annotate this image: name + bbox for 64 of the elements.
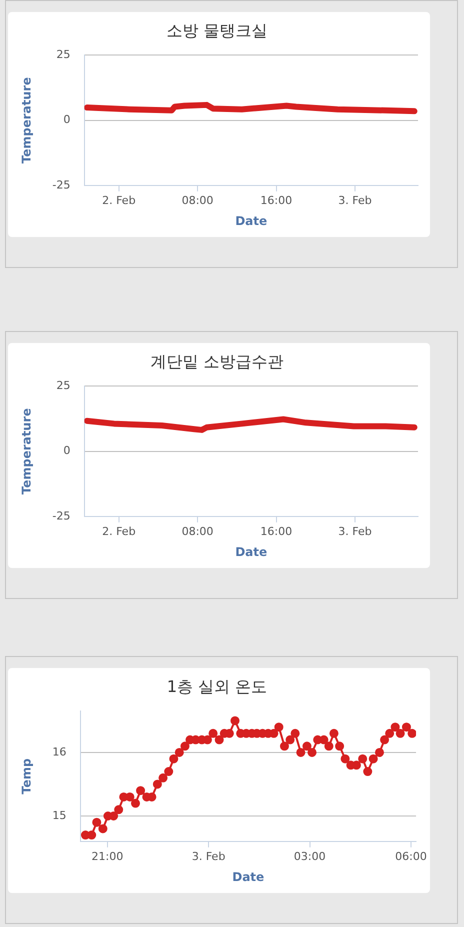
point bbox=[396, 728, 405, 738]
point bbox=[408, 728, 416, 738]
y-axis-title: Temp bbox=[19, 758, 34, 794]
y-tick-label: 25 bbox=[56, 48, 70, 62]
point bbox=[130, 798, 140, 808]
point bbox=[358, 754, 368, 764]
x-tick-label: 16:00 bbox=[260, 524, 292, 538]
x-tick-label: 08:00 bbox=[182, 524, 214, 538]
point bbox=[158, 773, 168, 782]
y-tick-label: 16 bbox=[52, 745, 66, 758]
point bbox=[286, 735, 295, 744]
point bbox=[274, 722, 284, 732]
point bbox=[340, 754, 350, 764]
x-tick-label: 3. Feb bbox=[338, 524, 372, 538]
x-tick-label: 08:00 bbox=[182, 194, 214, 207]
point bbox=[169, 754, 178, 764]
point bbox=[280, 742, 289, 751]
y-tick-label: -25 bbox=[52, 178, 70, 192]
point bbox=[208, 728, 218, 738]
point bbox=[92, 818, 102, 827]
point bbox=[230, 716, 240, 726]
point bbox=[114, 805, 124, 814]
point bbox=[363, 767, 372, 776]
x-tick-label: 06:00 bbox=[395, 850, 427, 863]
chart-title: 계단밑 소방급수관 bbox=[150, 352, 284, 371]
x-tick-label: 03:00 bbox=[294, 850, 326, 863]
y-tick-label: -25 bbox=[52, 509, 70, 522]
point bbox=[329, 728, 338, 738]
y-tick-label: 0 bbox=[63, 444, 70, 458]
y-tick-label: 25 bbox=[56, 379, 70, 392]
point bbox=[152, 780, 162, 789]
point bbox=[380, 735, 390, 744]
point bbox=[290, 728, 300, 738]
chart-title: 소방 물탱크실 bbox=[166, 20, 268, 40]
chart-title: 1층 실외 온도 bbox=[166, 676, 268, 696]
point bbox=[296, 748, 306, 757]
y-axis-title: Temperature bbox=[19, 77, 34, 164]
x-axis-title: Date bbox=[235, 544, 268, 559]
point bbox=[302, 742, 312, 751]
point bbox=[174, 748, 184, 757]
point bbox=[136, 786, 146, 796]
point bbox=[390, 722, 400, 732]
point bbox=[98, 824, 108, 834]
point bbox=[308, 748, 317, 757]
point bbox=[385, 728, 394, 738]
x-tick-label: 21:00 bbox=[92, 850, 124, 863]
point bbox=[164, 767, 174, 776]
y-axis-title: Temperature bbox=[19, 408, 34, 494]
point bbox=[324, 742, 334, 751]
point bbox=[180, 742, 190, 751]
point bbox=[214, 735, 224, 744]
x-axis-title: Date bbox=[235, 214, 268, 228]
point bbox=[402, 722, 411, 732]
x-tick-label: 3. Feb bbox=[192, 850, 226, 863]
y-tick-label: 0 bbox=[63, 113, 70, 126]
point bbox=[335, 742, 344, 751]
x-axis-title: Date bbox=[232, 870, 264, 884]
x-tick-label: 2. Feb bbox=[102, 524, 136, 538]
x-tick-label: 2. Feb bbox=[102, 194, 136, 207]
point bbox=[374, 748, 384, 757]
x-tick-label: 3. Feb bbox=[338, 194, 372, 207]
point bbox=[368, 754, 378, 764]
x-tick-label: 16:00 bbox=[260, 194, 292, 207]
y-tick-label: 15 bbox=[52, 808, 66, 822]
